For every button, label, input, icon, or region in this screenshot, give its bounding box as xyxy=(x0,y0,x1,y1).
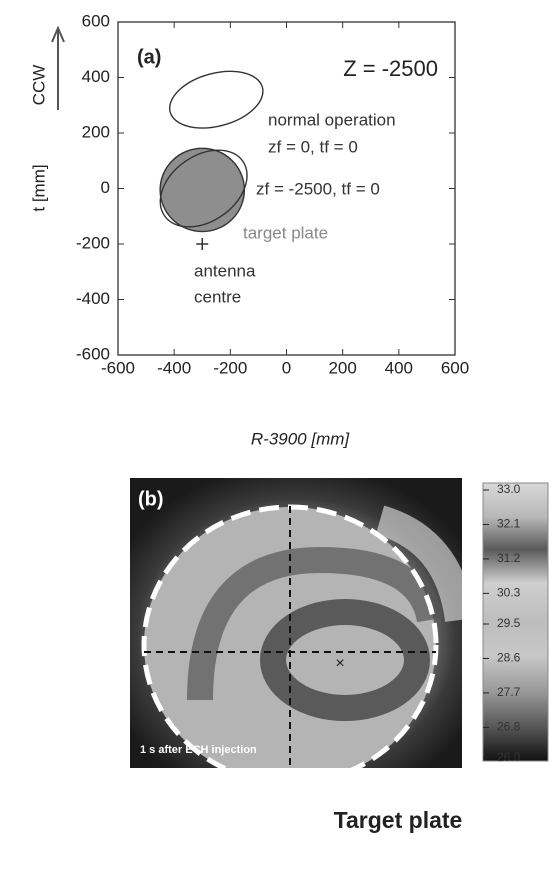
y-tick-label: -400 xyxy=(76,289,110,308)
image-features: × xyxy=(141,504,462,768)
annotation: zf = 0, tf = 0 xyxy=(268,137,358,156)
x-tick-label: -200 xyxy=(213,358,247,377)
colorbar-tick-label: 27.7 xyxy=(497,685,521,699)
x-tick-label: -400 xyxy=(157,358,191,377)
center-marker: × xyxy=(335,655,344,672)
annotation: normal operation xyxy=(268,110,396,129)
x-tick-label: 0 xyxy=(282,358,291,377)
colorbar-tick-label: 26.0 xyxy=(497,750,521,764)
annotation: zf = -2500, tf = 0 xyxy=(256,179,380,198)
colorbar-tick-label: 31.2 xyxy=(497,551,521,565)
thermal-edge xyxy=(375,505,462,623)
y-tick-label: -200 xyxy=(76,233,110,252)
x-tick-label: 200 xyxy=(328,358,356,377)
panel-label: (a) xyxy=(137,46,161,68)
y-axis-label: t [mm] xyxy=(29,164,48,211)
beam-ellipse xyxy=(159,149,248,228)
colorbar-tick-label: 26.8 xyxy=(497,720,521,734)
pointer-arrow xyxy=(376,773,400,799)
thermal-band xyxy=(187,546,443,701)
annotation: target plate xyxy=(243,223,328,242)
x-axis-label: R-3900 [mm] xyxy=(251,429,351,448)
y-tick-label: 600 xyxy=(82,11,110,30)
colorbar-tick-label: 28.6 xyxy=(497,651,521,665)
y-tick-label: -600 xyxy=(76,344,110,363)
y-tick-label: 400 xyxy=(82,67,110,86)
beam-ellipse xyxy=(159,147,246,233)
x-tick-label: -600 xyxy=(101,358,135,377)
antenna-marker xyxy=(196,238,209,250)
pointer-label: Target plate xyxy=(334,807,463,833)
colorbar-tick-label: 30.3 xyxy=(497,586,521,600)
colorbar-tick-label: 33.0 xyxy=(497,482,521,496)
panel-b: × 33.0 32.1 31.2 30.3 29.5 28.6 27.7 26.8 26.0 (b… xyxy=(130,478,549,833)
panel-label: (b) xyxy=(138,488,164,510)
colorbar-tick-label: 32.1 xyxy=(497,517,521,531)
x-tick-label: 600 xyxy=(441,358,469,377)
y-tick-label: 0 xyxy=(101,178,110,197)
direction-label: CCW xyxy=(29,65,48,106)
x-tick-label: 400 xyxy=(385,358,413,377)
colorbar xyxy=(482,482,549,762)
annotation: Z = -2500 xyxy=(343,56,438,81)
thermal-ring xyxy=(260,599,430,721)
panel-a: -600 -400 -200 0 200 400 600 -600 -400 -200 0 200 40… xyxy=(29,11,469,448)
annotation: centre xyxy=(194,287,241,306)
colorbar-tick-label: 29.5 xyxy=(497,616,521,630)
image-caption: 1 s after ECH injection xyxy=(140,744,257,756)
y-tick-label: 200 xyxy=(82,122,110,141)
beam-ellipse xyxy=(168,70,264,129)
annotation: antenna xyxy=(194,261,256,280)
direction-arrow xyxy=(51,25,65,110)
